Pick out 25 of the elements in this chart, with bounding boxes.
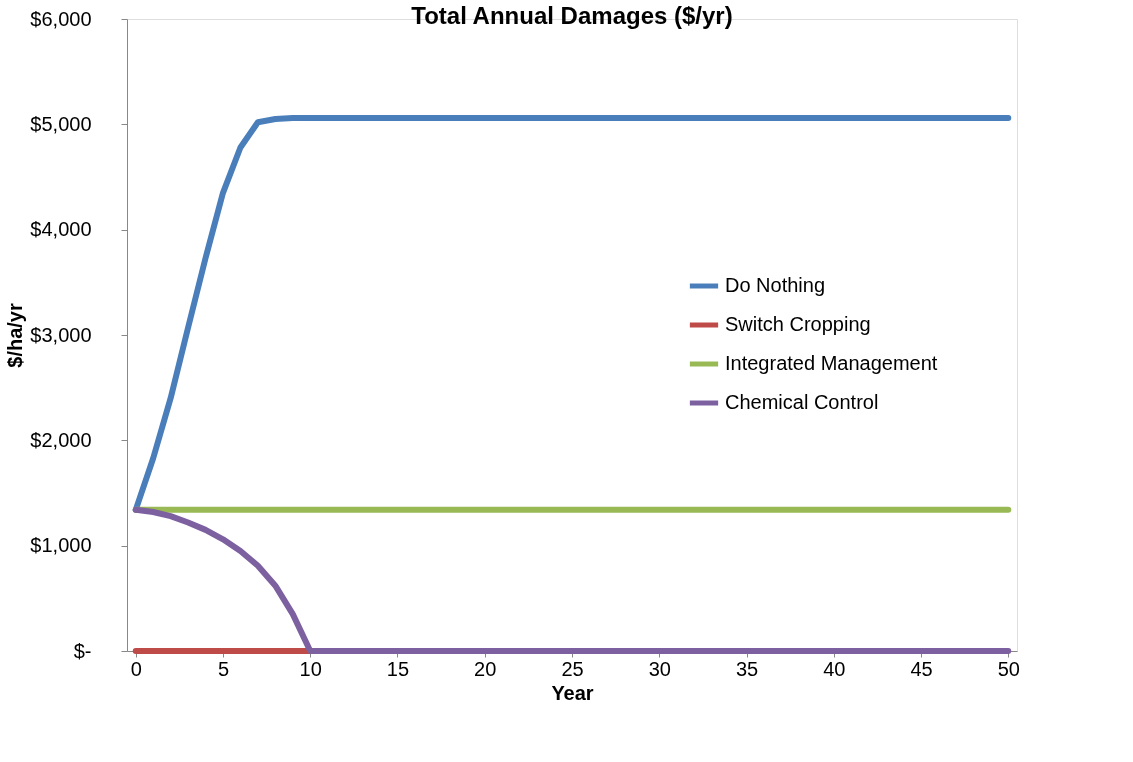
x-tick-label: 50 — [997, 657, 1020, 680]
y-tick-label: $4,000 — [30, 218, 92, 241]
x-tick-label: 15 — [386, 657, 410, 680]
x-tick-label: 5 — [217, 657, 230, 680]
x-tick-label: 20 — [474, 657, 497, 680]
x-tick-label: 30 — [648, 657, 671, 680]
y-tick-label: $- — [73, 639, 92, 662]
x-tick-label: 35 — [735, 657, 759, 680]
legend-label: Switch Cropping — [725, 313, 871, 335]
x-tick-label: 0 — [130, 657, 142, 680]
y-axis-title: $/ha/yr — [4, 303, 27, 368]
legend-label: Chemical Control — [725, 391, 879, 413]
y-tick-label: $3,000 — [30, 323, 92, 346]
legend-label: Do Nothing — [725, 274, 826, 296]
x-tick-label: 25 — [561, 657, 584, 680]
y-tick-label: $1,000 — [30, 534, 92, 557]
x-tick-label: 45 — [910, 657, 933, 680]
x-axis-title: Year — [551, 681, 594, 704]
x-tick-label: 10 — [299, 657, 322, 680]
x-tick-label: 40 — [823, 657, 846, 680]
y-tick-label: $6,000 — [30, 7, 92, 30]
y-tick-label: $2,000 — [30, 428, 92, 451]
y-tick-label: $5,000 — [30, 112, 92, 135]
chart-title: Total Annual Damages ($/yr) — [411, 2, 733, 29]
legend-label: Integrated Management — [725, 352, 938, 374]
